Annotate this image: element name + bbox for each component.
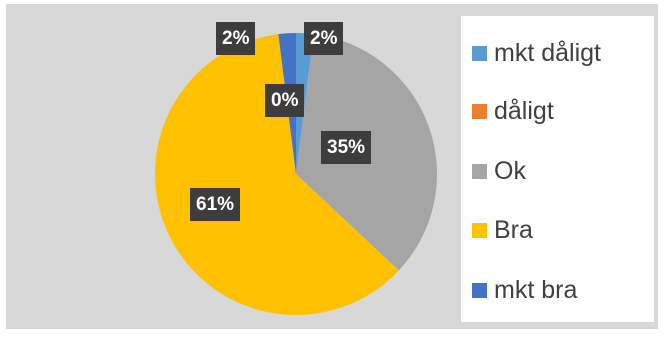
data-label-bra: 61% bbox=[190, 188, 241, 221]
data-label-ok: 35% bbox=[321, 131, 372, 164]
data-label-mkt-daligt: 2% bbox=[304, 22, 344, 55]
data-label-mkt-bra: 2% bbox=[216, 22, 256, 55]
legend-label: Ok bbox=[494, 156, 526, 185]
pie-slice-bra bbox=[154, 34, 399, 316]
pie-chart bbox=[154, 33, 437, 316]
legend-label: Bra bbox=[494, 215, 533, 244]
legend-swatch bbox=[472, 45, 487, 61]
legend-item-bra: Bra bbox=[461, 210, 533, 250]
legend-label: mkt bra bbox=[494, 275, 578, 304]
legend-swatch bbox=[472, 222, 487, 238]
legend-label: dåligt bbox=[494, 96, 554, 125]
pie-slice-mkt-dåligt bbox=[296, 33, 314, 174]
legend-swatch bbox=[472, 282, 487, 298]
data-label-daligt: 0% bbox=[265, 84, 305, 117]
legend-label: mkt dåligt bbox=[494, 38, 601, 67]
legend-item-mkt-bra: mkt bra bbox=[461, 270, 577, 310]
legend-swatch bbox=[472, 103, 487, 119]
chart-area: 2% 0% 35% 61% 2% mkt dåligt dåligt Ok Br… bbox=[6, 4, 658, 329]
legend-swatch bbox=[472, 163, 487, 179]
legend: mkt dåligt dåligt Ok Bra mkt bra bbox=[461, 16, 654, 322]
legend-item-ok: Ok bbox=[461, 151, 526, 191]
legend-item-mkt-daligt: mkt dåligt bbox=[461, 33, 601, 73]
legend-item-daligt: dåligt bbox=[461, 91, 554, 131]
